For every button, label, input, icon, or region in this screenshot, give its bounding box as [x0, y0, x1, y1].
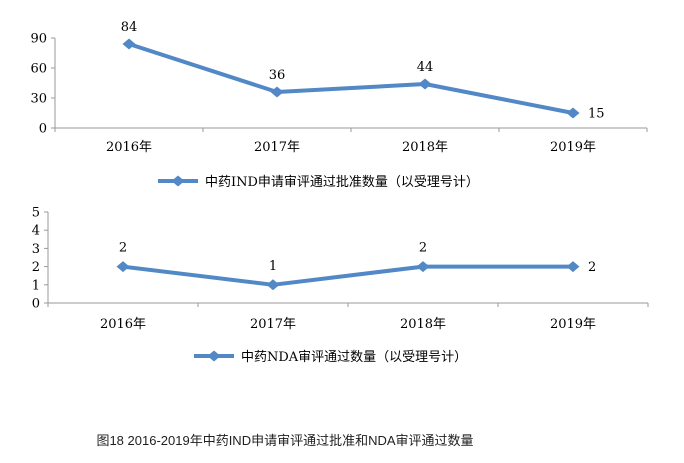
- data-label: 1: [269, 259, 277, 274]
- figure-caption: 图18 2016-2019年中药IND申请审评通过批准和NDA审评通过数量: [96, 433, 474, 448]
- data-point-marker: [270, 86, 284, 98]
- legend-diamond: [171, 175, 185, 186]
- data-label: 44: [417, 60, 434, 75]
- data-label: 84: [121, 20, 138, 35]
- y-axis-tick-label: 0: [39, 122, 47, 137]
- x-axis-category-label: 2018年: [402, 140, 448, 155]
- x-axis-category-label: 2016年: [106, 140, 152, 155]
- ind-chart-legend: 中药IND申请审评通过批准数量（以受理号计）: [158, 171, 479, 190]
- y-axis-tick-label: 3: [32, 242, 40, 257]
- data-point-marker: [122, 38, 136, 50]
- line-diamond-legend-icon: [194, 350, 234, 361]
- x-axis-category-label: 2019年: [550, 140, 596, 155]
- data-point-marker: [566, 107, 580, 119]
- nda-legend-label: 中药NDA审评通过数量（以受理号计）: [241, 350, 468, 365]
- nda-chart-legend: 中药NDA审评通过数量（以受理号计）: [194, 346, 467, 365]
- x-axis-category-label: 2017年: [250, 317, 296, 332]
- data-label: 2: [119, 241, 127, 256]
- ind-approval-line-chart: 0 30 60 90 2016年 2017年 2018年 2019年 84 36 44 15: [30, 20, 648, 155]
- data-label: 2: [419, 241, 427, 256]
- x-axis-category-label: 2019年: [550, 317, 596, 332]
- ind-legend-label: 中药IND申请审评通过批准数量（以受理号计）: [205, 175, 479, 190]
- data-point-marker: [116, 261, 130, 273]
- data-label: 2: [588, 260, 596, 275]
- y-axis-tick-label: 60: [30, 62, 47, 77]
- y-axis-tick-label: 1: [32, 278, 40, 293]
- line-diamond-legend-icon: [158, 175, 198, 186]
- y-axis-tick-label: 2: [32, 260, 40, 275]
- x-axis-category-label: 2016年: [100, 317, 146, 332]
- data-label: 15: [588, 107, 605, 122]
- nda-approval-line-chart: 0 1 2 3 4 5 2016年 2017年 2018年 2019年 2 1 2 2: [32, 206, 649, 332]
- series-line: [121, 264, 575, 287]
- data-point-marker: [566, 261, 580, 273]
- y-axis-tick-label: 0: [32, 297, 40, 312]
- data-point-marker: [266, 279, 280, 291]
- data-label: 36: [269, 68, 286, 83]
- data-point-marker: [416, 261, 430, 273]
- series-line: [127, 42, 575, 115]
- x-axis-category-label: 2018年: [400, 317, 446, 332]
- legend-diamond: [207, 350, 221, 361]
- y-axis-tick-label: 5: [32, 206, 40, 221]
- y-axis-tick-label: 4: [32, 224, 40, 239]
- x-axis-category-label: 2017年: [254, 140, 300, 155]
- data-point-marker: [418, 78, 432, 90]
- y-axis-tick-label: 30: [30, 92, 47, 107]
- y-axis-tick-label: 90: [30, 32, 47, 47]
